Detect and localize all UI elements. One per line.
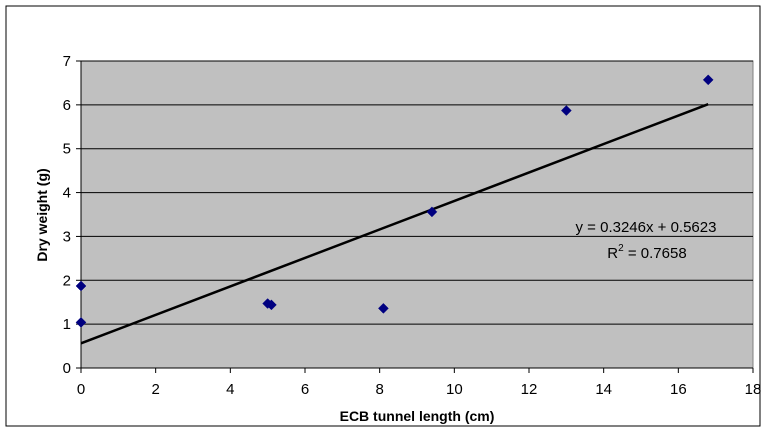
data-point-marker [75,280,87,292]
trendline [80,103,709,345]
data-points [75,74,714,328]
data-point-marker [378,303,389,314]
y-tick-label: 3 [63,228,71,245]
x-tick-label: 0 [77,381,85,398]
gridlines [81,60,753,325]
r-squared-superscript: 2 [618,243,624,254]
x-tick-label: 18 [745,381,762,398]
x-axis-title: ECB tunnel length (cm) [340,408,495,424]
x-tick-label: 10 [446,381,463,398]
x-tick-label: 12 [521,381,538,398]
y-tick-label: 2 [63,272,71,289]
y-tick-label: 6 [63,97,71,114]
x-tick-label: 16 [670,381,687,398]
y-axis-title: Dry weight (g) [34,168,50,261]
y-tick-label: 5 [63,141,71,158]
y-tick-label: 1 [63,316,71,333]
x-tick-label: 2 [151,381,159,398]
data-point-marker [702,74,714,86]
data-point-marker [266,299,277,311]
y-tick-label: 7 [63,53,71,70]
trendline-equation: y = 0.3246x + 0.5623 [576,219,717,236]
y-tick-label: 4 [63,185,71,202]
data-point-marker [426,206,438,218]
x-tick-label: 14 [595,381,612,398]
x-tick-label: 8 [375,381,383,398]
r-squared-label: R2 = 0.7658 [607,243,686,262]
r-squared-value: = 0.7658 [624,245,687,262]
r-squared-prefix: R [607,245,618,262]
y-tick-label: 0 [63,360,71,377]
data-point-marker [560,105,572,116]
x-tick-label: 6 [301,381,309,398]
data-point-marker [75,317,87,328]
x-tick-label: 4 [226,381,234,398]
